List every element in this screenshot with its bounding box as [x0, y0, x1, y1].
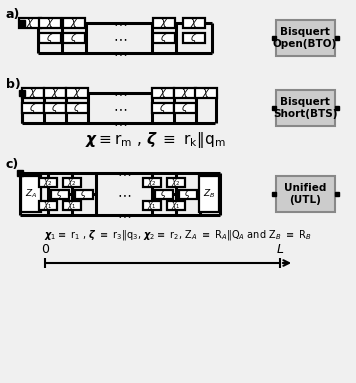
Bar [152, 88, 174, 98]
Text: $\chi_1$: $\chi_1$ [43, 200, 53, 211]
Bar [153, 33, 175, 43]
Text: $\chi$: $\chi$ [159, 87, 167, 99]
Bar [66, 103, 88, 113]
Bar [167, 201, 185, 210]
Bar [39, 201, 57, 210]
Bar [153, 18, 175, 28]
Text: Bisquert
Open(BTO): Bisquert Open(BTO) [273, 27, 337, 49]
FancyBboxPatch shape [276, 20, 335, 56]
Bar [167, 178, 185, 187]
Bar [39, 18, 61, 28]
Text: $\zeta$: $\zeta$ [46, 31, 54, 45]
FancyBboxPatch shape [276, 176, 335, 212]
Text: $\chi_2$: $\chi_2$ [67, 177, 77, 188]
Text: $\chi_2$: $\chi_2$ [147, 177, 157, 188]
Text: $\zeta$: $\zeta$ [190, 31, 198, 45]
Text: $\cdots$: $\cdots$ [113, 101, 127, 115]
Text: $\cdots$: $\cdots$ [117, 208, 131, 222]
Bar [44, 88, 66, 98]
Text: $\cdots$: $\cdots$ [117, 166, 131, 180]
Text: c): c) [6, 158, 19, 171]
Text: $\zeta$: $\zeta$ [70, 31, 78, 45]
Bar [179, 190, 197, 198]
Bar [174, 88, 196, 98]
Text: $\boldsymbol{\chi}$$\equiv$r$_\mathrm{m}$ , $\boldsymbol{\zeta}$ $\equiv$ r$_\ma: $\boldsymbol{\chi}$$\equiv$r$_\mathrm{m}… [85, 130, 225, 150]
Text: $\cdots$: $\cdots$ [113, 31, 127, 45]
Bar [39, 33, 61, 43]
Text: $Z_B$: $Z_B$ [203, 188, 215, 200]
Bar [22, 103, 44, 113]
Text: $\zeta$: $\zeta$ [56, 188, 64, 200]
Text: $\cdots$: $\cdots$ [113, 46, 127, 60]
Text: $\chi$: $\chi$ [73, 87, 81, 99]
Text: $\chi$: $\chi$ [181, 87, 189, 99]
Bar [39, 178, 57, 187]
Bar [143, 178, 161, 187]
Text: Bisquert
Short(BTS): Bisquert Short(BTS) [273, 97, 337, 119]
Bar [199, 176, 219, 212]
Text: L: L [277, 243, 283, 256]
Text: $\chi$: $\chi$ [202, 87, 210, 99]
Bar [63, 201, 81, 210]
Text: $\cdots$: $\cdots$ [113, 86, 127, 100]
Text: $\chi_1$: $\chi_1$ [171, 200, 181, 211]
Text: $\cdots$: $\cdots$ [113, 116, 127, 130]
Text: $\zeta$: $\zeta$ [159, 101, 167, 115]
Text: $\chi$: $\chi$ [70, 17, 78, 29]
Text: $\chi_2$: $\chi_2$ [43, 177, 53, 188]
Text: $\boldsymbol{\chi}_1$$\equiv$ r$_1$ , $\boldsymbol{\zeta}$ $\equiv$ r$_3$$\|$q$_: $\boldsymbol{\chi}_1$$\equiv$ r$_1$ , $\… [44, 228, 312, 242]
Bar [63, 33, 85, 43]
Text: $\chi$: $\chi$ [51, 87, 59, 99]
Bar [183, 33, 205, 43]
Text: $\cdots$: $\cdots$ [113, 16, 127, 30]
Bar [183, 18, 205, 28]
Bar [51, 190, 69, 198]
Text: b): b) [6, 78, 21, 91]
Text: $\chi$: $\chi$ [46, 17, 54, 29]
Bar [66, 88, 88, 98]
Bar [152, 103, 174, 113]
Text: $\zeta$: $\zeta$ [184, 188, 192, 200]
Bar [19, 18, 41, 28]
Bar [143, 201, 161, 210]
Text: 0: 0 [41, 243, 49, 256]
Text: $\zeta$: $\zeta$ [73, 101, 81, 115]
Bar [63, 178, 81, 187]
Bar [44, 103, 66, 113]
Bar [174, 103, 196, 113]
Text: a): a) [6, 8, 20, 21]
Text: $\chi$: $\chi$ [29, 87, 37, 99]
Text: $\zeta$: $\zeta$ [160, 31, 168, 45]
Text: $\chi$: $\chi$ [190, 17, 198, 29]
Text: $\zeta$: $\zeta$ [29, 101, 37, 115]
Text: $\chi_2$: $\chi_2$ [171, 177, 181, 188]
Text: $\chi$: $\chi$ [26, 17, 34, 29]
Bar [21, 176, 41, 212]
Text: $Z_A$: $Z_A$ [25, 188, 37, 200]
Bar [75, 190, 93, 198]
Text: $\zeta$: $\zeta$ [181, 101, 189, 115]
Text: Unified
(UTL): Unified (UTL) [284, 183, 326, 205]
Text: $\cdots$: $\cdots$ [117, 187, 131, 201]
Text: $\zeta$: $\zeta$ [160, 188, 168, 200]
Bar [195, 88, 217, 98]
Text: $\zeta$: $\zeta$ [51, 101, 59, 115]
Text: $\zeta$: $\zeta$ [80, 188, 88, 200]
Bar [22, 88, 44, 98]
Text: $\chi_1$: $\chi_1$ [147, 200, 157, 211]
FancyBboxPatch shape [276, 90, 335, 126]
Bar [63, 18, 85, 28]
Text: $\chi_1$: $\chi_1$ [67, 200, 77, 211]
Text: $\chi$: $\chi$ [160, 17, 168, 29]
Bar [155, 190, 173, 198]
